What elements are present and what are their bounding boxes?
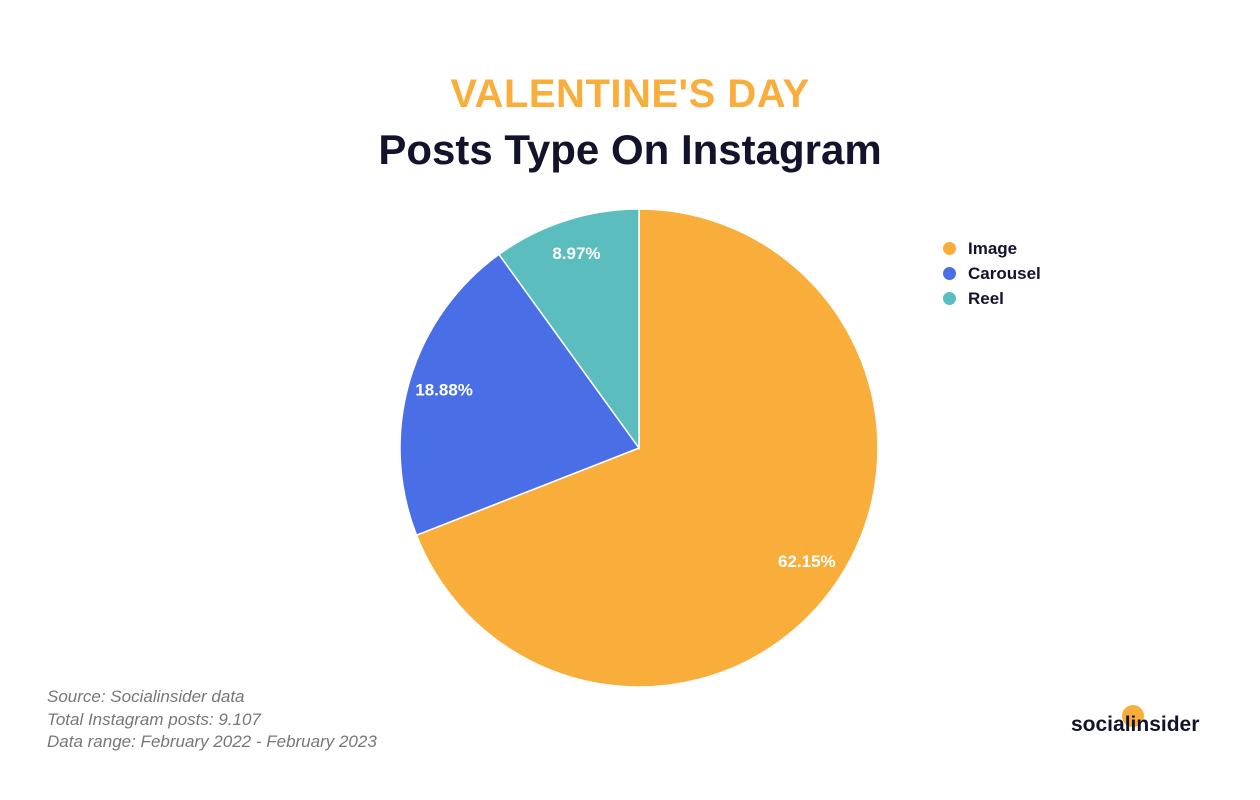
pie-slice-reel	[497, 208, 640, 451]
legend-label-image: Image	[968, 238, 1018, 258]
footer-total-posts: Total Instagram posts: 9.107	[47, 709, 261, 729]
footer-source: Source: Socialinsider data	[47, 687, 245, 706]
footer-notes: Source: Socialinsider data Total Instagr…	[47, 686, 377, 754]
footer-data-range: Data range: February 2022 - February 202…	[47, 732, 377, 751]
legend-label-reel: Reel	[968, 288, 1004, 308]
legend-label-carousel: Carousel	[968, 263, 1041, 283]
data-label-carousel: 18.88%	[415, 380, 473, 399]
pie-slice-image	[415, 208, 879, 688]
chart-title: VALENTINE'S DAY	[450, 72, 810, 116]
data-label-reel: 8.97%	[552, 244, 600, 263]
data-label-image: 62.15%	[778, 552, 836, 571]
legend-swatch-image	[943, 242, 956, 255]
legend: Image Carousel Reel	[943, 236, 1041, 311]
legend-item-carousel: Carousel	[943, 261, 1041, 286]
chart-subtitle: Posts Type On Instagram	[378, 126, 882, 173]
brand-logo: socialinsider	[1071, 713, 1200, 736]
legend-swatch-carousel	[943, 267, 956, 280]
brand-logo-dot	[1122, 705, 1144, 727]
pie-slice-carousel	[399, 253, 641, 537]
legend-item-reel: Reel	[943, 286, 1041, 311]
legend-item-image: Image	[943, 236, 1041, 261]
legend-swatch-reel	[943, 292, 956, 305]
